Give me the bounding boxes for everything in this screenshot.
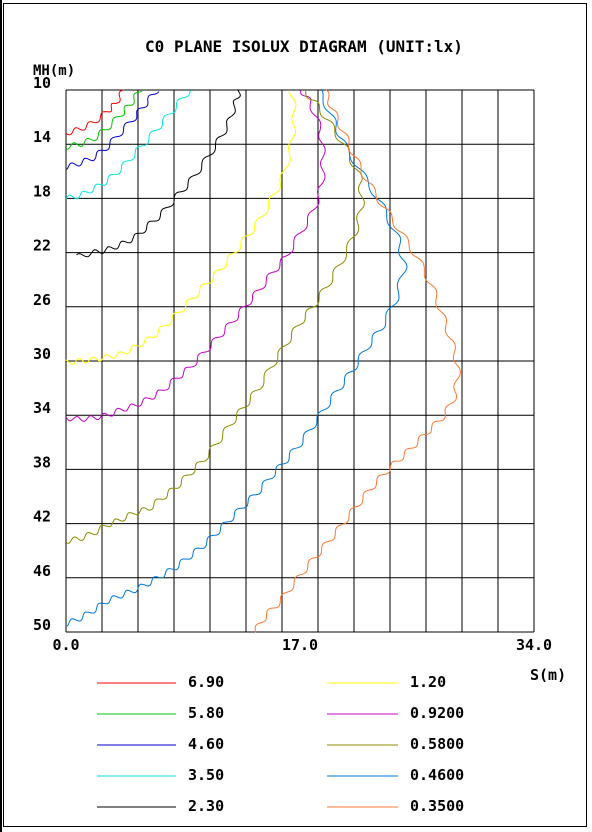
legend-label: 0.9200: [410, 704, 464, 722]
isolux-curve-4-60: [66, 91, 160, 170]
y-tick-label: 26: [33, 291, 51, 309]
x-tick-labels: 0.0 17.0 34.0: [52, 636, 552, 654]
y-tick-label: 50: [33, 616, 51, 634]
legend-label: 3.50: [188, 766, 224, 784]
isolux-curve-0-5800: [66, 88, 365, 544]
isolux-curve-5-80: [66, 90, 143, 150]
y-axis-label: MH(m): [33, 63, 75, 79]
left-border-rule: [0, 0, 2, 832]
y-tick-label: 18: [33, 182, 51, 200]
x-tick-label: 0.0: [52, 636, 79, 654]
legend: 6.90 5.80 4.60 3.50 2.30 1.20 0.9200 0.5800 0.46…: [97, 673, 464, 815]
y-tick-labels: 10 14 18 22 26 30 34 38 42 46 50: [33, 74, 51, 634]
isolux-curve-2-30: [76, 89, 241, 258]
legend-label: 0.5800: [410, 735, 464, 753]
isolux-curve-1-20: [65, 90, 297, 365]
x-axis-label: S(m): [530, 666, 566, 684]
legend-label: 0.3500: [410, 797, 464, 815]
isolux-curve-0-9200: [65, 90, 326, 422]
isolux-curve-0-4600: [66, 88, 408, 627]
chart-frame: [3, 3, 587, 827]
isolux-curve-0-3500: [254, 89, 461, 633]
legend-label: 6.90: [188, 673, 224, 691]
y-tick-label: 46: [33, 562, 51, 580]
legend-label: 2.30: [188, 797, 224, 815]
legend-label: 0.4600: [410, 766, 464, 784]
y-tick-label: 30: [33, 345, 51, 363]
y-tick-label: 22: [33, 237, 51, 255]
legend-label: 4.60: [188, 735, 224, 753]
x-tick-label: 17.0: [282, 636, 318, 654]
legend-label: 5.80: [188, 704, 224, 722]
x-tick-label: 34.0: [516, 636, 552, 654]
y-tick-label: 14: [33, 128, 51, 146]
legend-label: 1.20: [410, 673, 446, 691]
y-tick-label: 42: [33, 508, 51, 526]
y-tick-label: 38: [33, 453, 51, 471]
isolux-curve-6-90: [65, 89, 124, 136]
y-tick-label: 10: [33, 74, 51, 92]
y-tick-label: 34: [33, 399, 51, 417]
isolux-curve-3-50: [65, 90, 191, 200]
grid: [65, 89, 535, 633]
chart-title: C0 PLANE ISOLUX DIAGRAM (UNIT:lx): [145, 37, 463, 56]
isolux-curves: [65, 88, 461, 633]
